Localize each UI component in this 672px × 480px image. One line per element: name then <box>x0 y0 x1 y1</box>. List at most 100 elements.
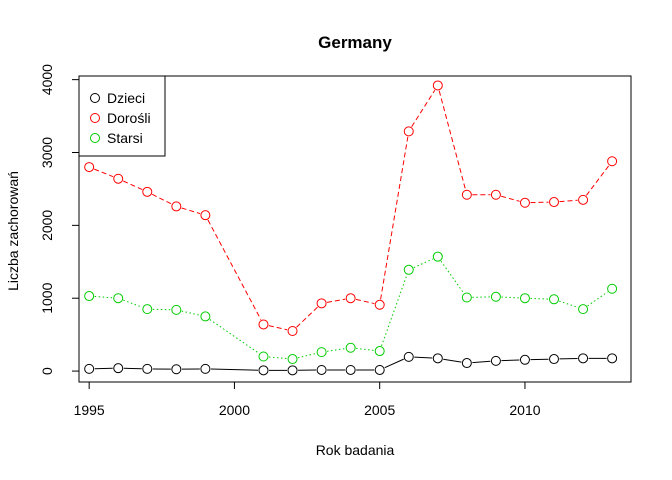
series-segment <box>355 298 375 305</box>
data-point <box>142 363 153 374</box>
data-point <box>519 197 530 208</box>
series-segment <box>209 319 260 354</box>
series-segment <box>268 325 288 331</box>
series-segment <box>559 300 579 308</box>
data-point <box>374 299 385 310</box>
data-point <box>287 365 298 376</box>
series-segment <box>380 136 409 300</box>
legend-label: Dorośli <box>107 110 151 126</box>
data-point <box>84 162 95 173</box>
series-layer <box>84 80 618 376</box>
series-segment <box>438 90 466 190</box>
series-segment <box>413 258 433 268</box>
series-segment <box>585 165 610 196</box>
data-point <box>200 210 211 221</box>
data-point <box>171 364 182 375</box>
x-tick-label: 1995 <box>74 402 105 418</box>
x-tick-label: 2000 <box>219 402 250 418</box>
series-segment <box>207 219 262 320</box>
data-point <box>607 283 618 294</box>
series-dorośli <box>84 80 618 336</box>
data-point <box>549 197 560 208</box>
y-axis-label: Liczba zachorowań <box>5 171 21 291</box>
series-segment <box>443 358 462 363</box>
series-starsi <box>84 251 618 365</box>
data-point <box>432 80 443 91</box>
series-segment <box>210 368 258 371</box>
legend: Dzieci Dorośli Starsi <box>78 75 166 157</box>
y-tick-label: 4000 <box>39 64 55 95</box>
series-segment <box>181 207 201 215</box>
series-segment <box>530 297 549 300</box>
y-tick-label: 3000 <box>39 137 55 168</box>
data-point <box>578 304 589 315</box>
series-segment <box>296 306 318 328</box>
x-tick-label: 2010 <box>509 402 540 418</box>
data-point <box>607 156 618 167</box>
legend-marker <box>90 133 100 143</box>
series-segment <box>181 310 201 316</box>
data-point <box>549 294 560 305</box>
data-point <box>403 264 414 275</box>
data-point <box>519 293 530 304</box>
data-point <box>84 363 95 374</box>
data-point <box>113 173 124 184</box>
data-point <box>113 363 124 374</box>
series-segment <box>381 274 408 347</box>
data-point <box>490 355 501 366</box>
data-point <box>200 311 211 322</box>
series-dzieci <box>84 351 618 376</box>
series-segment <box>297 352 317 359</box>
data-point <box>142 304 153 315</box>
data-point <box>287 354 298 365</box>
data-point <box>490 291 501 302</box>
y-tick-label: 1000 <box>39 282 55 313</box>
data-point <box>258 319 269 330</box>
data-point <box>432 251 443 262</box>
y-tick-label: 0 <box>39 367 55 375</box>
series-segment <box>94 168 114 178</box>
series-segment <box>501 195 520 202</box>
data-point <box>200 363 211 374</box>
data-point <box>432 353 443 364</box>
data-point <box>171 304 182 315</box>
series-segment <box>123 180 143 191</box>
legend-marker <box>90 113 100 123</box>
series-segment <box>414 356 433 359</box>
data-point <box>549 354 560 365</box>
series-segment <box>326 348 346 352</box>
data-point <box>316 347 327 358</box>
data-point <box>461 358 472 369</box>
data-point <box>287 326 298 336</box>
data-point <box>578 194 589 205</box>
data-point <box>461 292 472 303</box>
x-axis-label: Rok badania <box>316 442 395 458</box>
series-segment <box>559 199 578 203</box>
data-point <box>578 353 589 364</box>
data-point <box>607 353 618 364</box>
data-point <box>84 291 95 302</box>
data-point <box>171 201 182 212</box>
data-point <box>374 364 385 375</box>
series-segment <box>411 89 436 127</box>
series-segment <box>356 347 375 351</box>
series-segment <box>123 299 143 308</box>
data-point <box>403 126 414 137</box>
x-tick-label: 2005 <box>364 402 395 418</box>
data-point <box>461 189 472 200</box>
legend-marker <box>90 93 100 103</box>
data-point <box>258 365 269 376</box>
data-point <box>374 346 385 357</box>
legend-label: Starsi <box>107 130 143 146</box>
data-point <box>403 351 414 362</box>
data-point <box>519 354 530 365</box>
data-point <box>345 293 356 304</box>
series-segment <box>94 295 113 299</box>
series-segment <box>587 291 608 307</box>
series-segment <box>384 358 404 369</box>
legend-label: Dzieci <box>107 90 145 106</box>
data-point <box>490 189 501 200</box>
series-segment <box>472 360 491 364</box>
series-segment <box>501 296 520 299</box>
